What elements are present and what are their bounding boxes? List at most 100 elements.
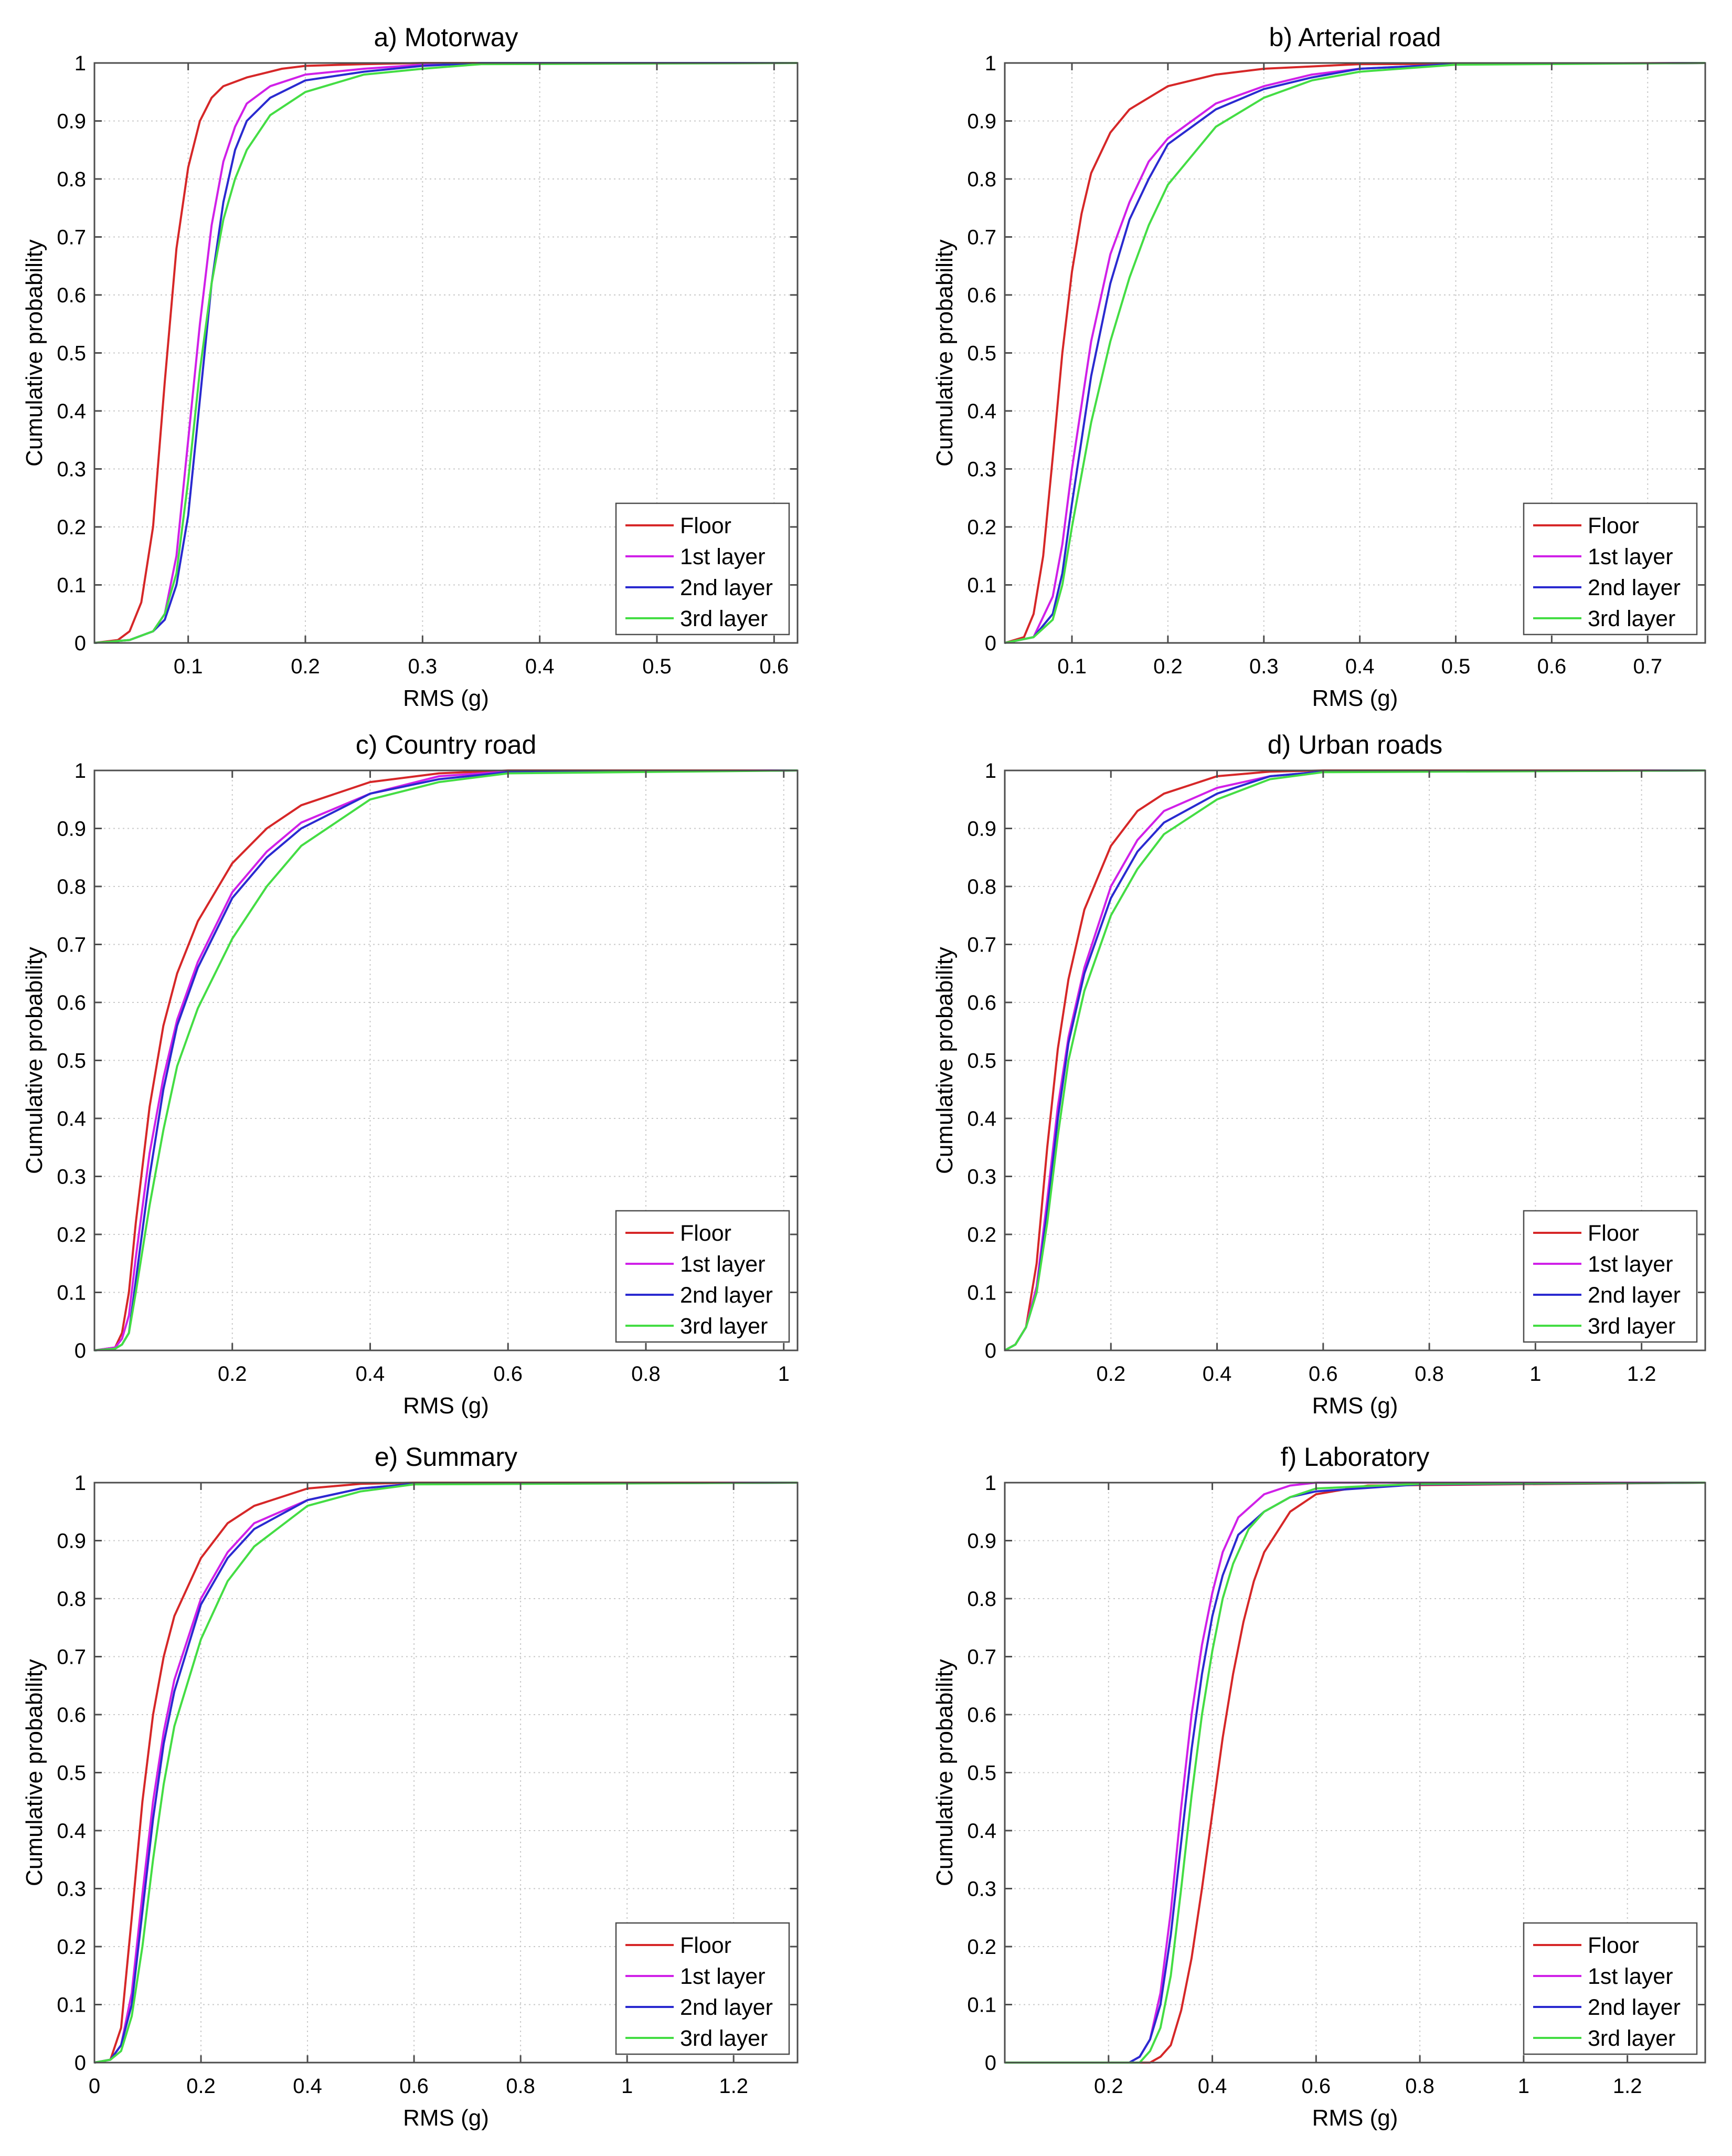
x-tick-label: 0.6 <box>1309 1362 1338 1386</box>
x-tick-label: 0.2 <box>1096 1362 1125 1386</box>
series-line-3rd-layer <box>1005 1482 1706 2064</box>
series-line-floor <box>94 769 798 1351</box>
series-line-floor <box>1005 1482 1706 2064</box>
chart-panel: 0.1 0.2 0.3 0.4 0.5 0.6 0 0.1 0.2 0.3 0.4 0.5 0.6 0.7… <box>22 23 799 711</box>
chart-title: a) Motorway <box>374 23 518 52</box>
x-tick-label: 0.8 <box>506 2075 535 2098</box>
x-tick-label: 0.1 <box>1057 655 1087 678</box>
y-tick-label: 0.8 <box>57 168 86 191</box>
y-axis-label: Cumulative probability <box>932 1659 958 1886</box>
x-tick-label: 0.7 <box>1633 655 1662 678</box>
x-tick-label: 0.2 <box>1153 655 1183 678</box>
x-tick-label: 0.6 <box>1537 655 1567 678</box>
x-tick-label: 0.6 <box>399 2075 429 2098</box>
chart-title: e) Summary <box>375 1442 517 1472</box>
y-tick-label: 0.2 <box>967 516 996 539</box>
legend-label: 3rd layer <box>1588 2026 1675 2051</box>
y-tick-label: 0.1 <box>57 1994 86 2017</box>
series-line-1st-layer <box>94 769 798 1351</box>
legend-label: 2nd layer <box>680 1995 773 2020</box>
legend: Floor 1st layer 2nd layer 3rd layer <box>1523 502 1698 636</box>
chart-panel: 0.2 0.4 0.6 0.8 1 1.2 0 0.1 0.2 0.3 0.4 0.5 0.6 0.7 0.… <box>932 730 1706 1419</box>
legend-label: 1st layer <box>1588 544 1673 569</box>
y-tick-label: 0.5 <box>967 342 996 365</box>
y-tick-label: 0 <box>75 632 86 655</box>
y-tick-label: 0.1 <box>967 574 996 597</box>
y-tick-label: 0.3 <box>967 1878 996 1901</box>
y-axis-label: Cumulative probability <box>22 239 47 467</box>
y-tick-label: 0 <box>985 2052 996 2075</box>
series-line-2nd-layer <box>94 1482 798 2064</box>
series-line-1st-layer <box>1004 62 1706 644</box>
y-tick-label: 0 <box>985 632 996 655</box>
x-tick-label: 0.1 <box>174 655 203 678</box>
y-tick-label: 0.3 <box>57 458 86 481</box>
y-tick-label: 0.7 <box>57 226 86 249</box>
legend-label: 3rd layer <box>680 2026 768 2051</box>
legend-label: 2nd layer <box>1588 1995 1681 2020</box>
x-tick-label: 0.3 <box>408 655 438 678</box>
x-tick-label: 0.6 <box>1302 2075 1331 2098</box>
x-axis-label: RMS (g) <box>403 685 489 711</box>
y-tick-label: 0.2 <box>57 1936 86 1959</box>
x-tick-label: 0.5 <box>1441 655 1471 678</box>
y-tick-label: 0.9 <box>967 1530 996 1553</box>
y-tick-label: 0.2 <box>57 516 86 539</box>
y-tick-label: 0.5 <box>57 1050 86 1073</box>
legend-label: 1st layer <box>680 1964 766 1989</box>
y-tick-label: 0.6 <box>967 1704 996 1727</box>
x-tick-label: 0 <box>89 2075 100 2098</box>
chart-panel: 0.1 0.2 0.3 0.4 0.5 0.6 0.7 0 0.1 0.2 0.3 0.4 0.5 0.6… <box>932 23 1706 711</box>
legend: Floor 1st layer 2nd layer 3rd layer <box>615 502 790 636</box>
y-tick-label: 0.6 <box>57 1704 86 1727</box>
series-line-floor <box>94 62 798 644</box>
series-line-2nd-layer <box>1004 62 1706 644</box>
legend-label: 3rd layer <box>1588 606 1675 631</box>
legend-label: 2nd layer <box>1588 575 1681 600</box>
x-tick-label: 1 <box>1529 1362 1541 1386</box>
series-line-3rd-layer <box>1004 62 1706 644</box>
series-line-floor <box>1004 62 1706 644</box>
legend-label: 2nd layer <box>1588 1283 1681 1308</box>
y-tick-label: 1 <box>75 52 86 75</box>
legend-label: Floor <box>680 1933 731 1958</box>
x-tick-label: 1 <box>1518 2075 1529 2098</box>
y-tick-label: 0.8 <box>967 168 996 191</box>
y-tick-label: 0.9 <box>57 1530 86 1553</box>
y-tick-label: 0.3 <box>967 458 996 481</box>
legend-label: 3rd layer <box>680 1314 768 1339</box>
y-tick-label: 0.4 <box>967 1820 996 1843</box>
y-tick-label: 0.7 <box>967 1646 996 1669</box>
y-tick-label: 0.3 <box>967 1166 996 1189</box>
y-tick-label: 0.8 <box>57 875 86 899</box>
legend-label: Floor <box>680 1221 731 1246</box>
y-tick-label: 0.1 <box>57 574 86 597</box>
legend: Floor 1st layer 2nd layer 3rd layer <box>615 1210 790 1343</box>
y-axis-label: Cumulative probability <box>22 1659 47 1886</box>
y-tick-label: 0.8 <box>967 1588 996 1611</box>
y-axis-label: Cumulative probability <box>932 947 958 1174</box>
y-tick-label: 0.9 <box>967 818 996 841</box>
legend: Floor 1st layer 2nd layer 3rd layer <box>1523 1210 1698 1343</box>
y-tick-label: 0 <box>75 1339 86 1362</box>
series-line-3rd-layer <box>94 1482 798 2064</box>
x-tick-label: 1.2 <box>719 2075 748 2098</box>
legend-label: Floor <box>1588 513 1639 538</box>
y-tick-label: 0.5 <box>57 1762 86 1785</box>
series-line-3rd-layer <box>1004 769 1706 1351</box>
x-tick-label: 0.4 <box>293 2075 322 2098</box>
y-tick-label: 0.4 <box>967 400 996 423</box>
chart-panel: 0 0.2 0.4 0.6 0.8 1 1.2 0 0.1 0.2 0.3 0.4 0.5 0.6 0.7 0… <box>22 1442 799 2131</box>
x-tick-label: 0.2 <box>291 655 320 678</box>
chart-panel: 0.2 0.4 0.6 0.8 1 0 0.1 0.2 0.3 0.4 0.5 0.6 0.7 0.8 0.… <box>22 730 799 1419</box>
y-tick-label: 0.2 <box>967 1936 996 1959</box>
legend-label: 3rd layer <box>1588 1314 1675 1339</box>
y-tick-label: 0.4 <box>57 1820 86 1843</box>
x-axis-label: RMS (g) <box>403 2105 489 2131</box>
y-tick-label: 0.4 <box>57 1107 86 1130</box>
y-tick-label: 0.6 <box>967 991 996 1014</box>
x-tick-label: 0.4 <box>356 1362 385 1386</box>
y-tick-label: 0.2 <box>57 1223 86 1246</box>
legend-label: 1st layer <box>1588 1252 1673 1277</box>
